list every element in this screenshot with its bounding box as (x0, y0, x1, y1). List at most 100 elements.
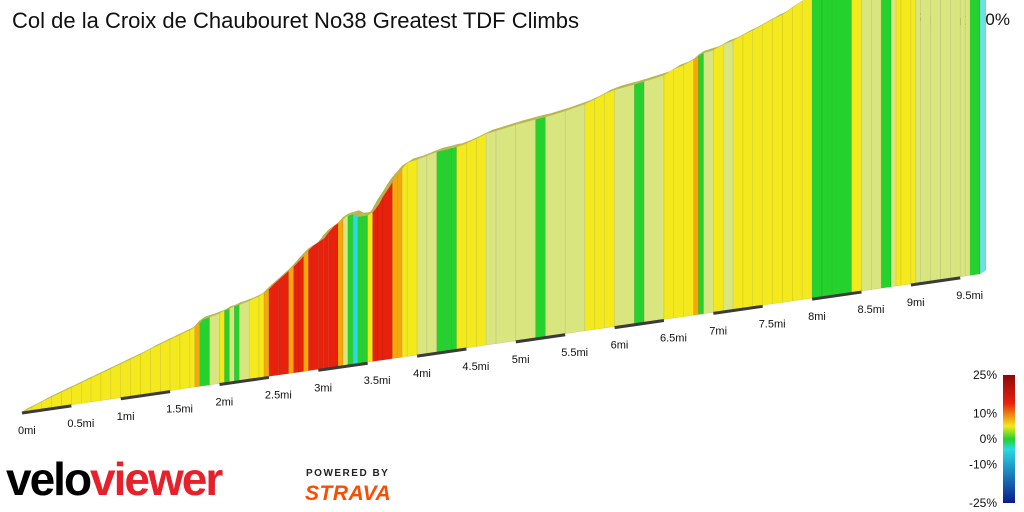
profile-rim-segment (392, 167, 404, 178)
profile-segment (915, 0, 921, 284)
distance-tick-label: 2.5mi (265, 389, 292, 401)
profile-rim-segment (733, 31, 749, 41)
profile-segment (239, 300, 250, 381)
profile-rim-segment (486, 126, 503, 134)
profile-rim-segment (496, 120, 522, 131)
powered-by-label: POWERED BY (306, 468, 390, 479)
profile-segment (367, 208, 373, 363)
profile-rim-segment (545, 107, 572, 118)
profile-rim-segment (209, 309, 226, 318)
profile-rim-segment (515, 115, 542, 125)
profile-rim-segment (713, 40, 730, 51)
profile-rim-segment (673, 61, 690, 69)
profile-rim-segment (81, 374, 98, 383)
profile-rim-segment (278, 265, 295, 279)
veloviewer-logo[interactable]: veloviewer (6, 452, 223, 506)
profile-rim-segment (323, 226, 335, 236)
profile-segment (871, 0, 882, 290)
profile-segment (268, 277, 280, 377)
profile-segment (120, 358, 131, 399)
profile-segment (959, 0, 966, 278)
profile-rim-segment (101, 364, 117, 374)
distance-tick-label: 0mi (18, 425, 36, 437)
profile-segment (880, 0, 892, 289)
profile-rim-segment (703, 46, 720, 54)
profile-segment (248, 295, 260, 380)
profile-segment (199, 316, 210, 387)
profile-rim-segment (347, 210, 359, 216)
profile-rim-segment (318, 231, 330, 243)
profile-segment (698, 52, 704, 315)
floor-band (318, 361, 368, 372)
profile-rim-segment (417, 151, 433, 160)
profile-segment (584, 98, 596, 332)
profile-segment (110, 363, 122, 400)
distance-tick-label: 0.5mi (67, 418, 94, 430)
profile-segment (614, 84, 635, 327)
profile-segment (347, 213, 354, 366)
profile-rim-segment (367, 204, 379, 216)
profile-segment (100, 368, 112, 401)
profile-rim-segment (644, 71, 670, 82)
profile-segment (401, 162, 408, 358)
profile-rim-segment (594, 89, 611, 100)
profile-rim-segment (743, 26, 759, 36)
profile-rim-segment (343, 211, 354, 218)
profile-rim-segment (150, 340, 167, 349)
gradient-legend-bar (1003, 375, 1015, 503)
profile-rim-segment (476, 129, 493, 139)
profile-segment (703, 49, 714, 315)
profile-segment (811, 0, 823, 299)
profile-rim-segment (110, 359, 127, 369)
floor-band (713, 304, 763, 315)
distance-tick-label: 8.5mi (858, 304, 885, 316)
profile-rim-segment (22, 405, 33, 412)
gradient-legend-label: 25% (973, 368, 997, 382)
profile-segment (545, 110, 566, 337)
gradient-legend-label: -25% (969, 496, 997, 510)
profile-rim-segment (407, 155, 424, 163)
strava-logo[interactable]: STRAVA (305, 482, 392, 505)
profile-rim-segment (466, 134, 483, 144)
distance-tick-label: 9mi (907, 297, 925, 309)
logo-text-velo: velo (6, 453, 92, 505)
profile-rim-segment (41, 393, 58, 402)
profile-floor (21, 276, 961, 415)
profile-rim-segment (762, 15, 779, 25)
profile-segment (194, 319, 201, 388)
profile-rim-segment (664, 65, 680, 76)
profile-segment (476, 133, 487, 347)
profile-segment (426, 151, 438, 354)
profile-segment (234, 304, 240, 382)
profile-segment (140, 348, 151, 396)
profile-segment (634, 81, 645, 325)
distance-tick-label: 6mi (611, 340, 629, 352)
page-title: Col de la Croix de Chaubouret No38 Great… (12, 8, 579, 33)
profile-rim-segment (456, 139, 473, 148)
distance-tick-label: 8mi (808, 311, 826, 323)
profile-segment (950, 0, 961, 279)
profile-segment (298, 252, 304, 373)
profile-segment (169, 334, 181, 391)
distance-axis: 0mi 0.5mi 1mi 1.5mi 2mi 2.5mi 3mi 3.5mi 4mi 4.5mi… (18, 290, 983, 437)
profile-rim-segment (328, 218, 344, 231)
profile-segment (179, 329, 191, 390)
profile-segment (303, 247, 309, 372)
distance-tick-label: 6.5mi (660, 333, 687, 345)
profile-segment (293, 258, 299, 374)
profile-segment (288, 264, 294, 374)
profile-rim-segment (264, 283, 275, 293)
profile-segment (594, 93, 605, 330)
floor-band (515, 333, 566, 344)
profile-segment (752, 24, 763, 307)
profile-segment (322, 229, 329, 369)
floor-band (416, 347, 467, 358)
profile-rim-segment (387, 173, 399, 185)
profile-segment (327, 222, 339, 369)
profile-segment (397, 165, 403, 359)
profile-segment (416, 155, 428, 356)
profile-rim-segment (584, 95, 601, 104)
profile-segment (841, 0, 852, 295)
profile-segment (713, 44, 724, 313)
profile-segment (683, 59, 694, 317)
